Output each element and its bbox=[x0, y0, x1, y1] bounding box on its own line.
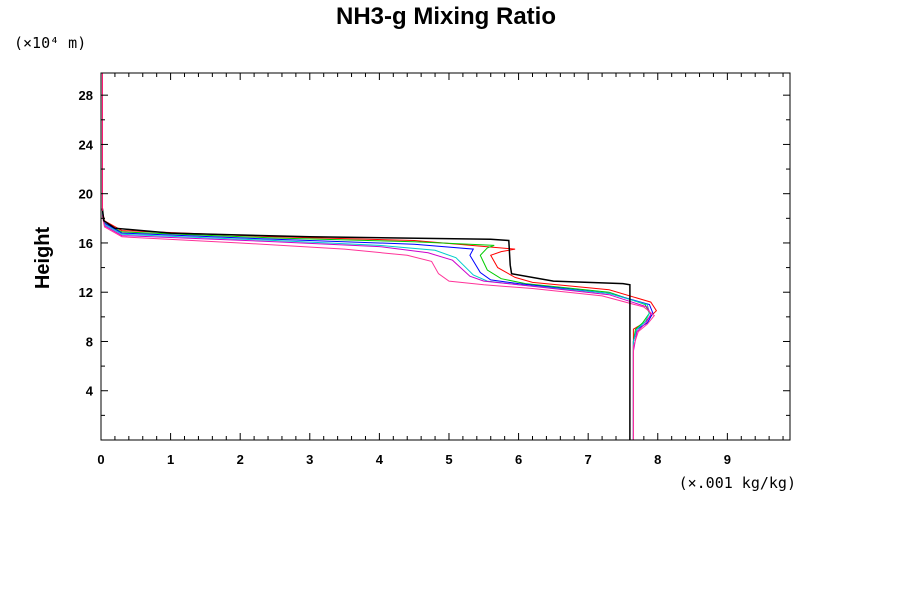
y-tick-label: 28 bbox=[79, 88, 93, 103]
series-line-4 bbox=[101, 213, 650, 440]
y-tick-label: 20 bbox=[79, 187, 93, 202]
y-tick-label: 4 bbox=[86, 384, 94, 399]
y-tick-label: 8 bbox=[86, 334, 93, 349]
series-line-5 bbox=[101, 214, 652, 440]
y-tick-label: 12 bbox=[79, 285, 93, 300]
x-tick-label: 4 bbox=[376, 452, 384, 467]
x-tick-label: 1 bbox=[167, 452, 174, 467]
chart-title: NH3-g Mixing Ratio bbox=[336, 3, 556, 30]
series-line-6 bbox=[101, 215, 656, 440]
x-axis-unit: (×.001 kg/kg) bbox=[679, 474, 796, 492]
y-axis-label: Height bbox=[32, 227, 54, 290]
y-tick-label: 16 bbox=[79, 236, 93, 251]
x-tick-label: 6 bbox=[515, 452, 522, 467]
plot-frame bbox=[100, 72, 791, 441]
x-tick-label: 0 bbox=[97, 452, 104, 467]
series-layer bbox=[101, 73, 658, 440]
series-line-2 bbox=[101, 212, 650, 440]
y-axis-unit: (×10⁴ m) bbox=[14, 34, 86, 52]
y-tick-label: 24 bbox=[79, 137, 94, 152]
x-tick-label: 5 bbox=[445, 452, 452, 467]
x-tick-label: 2 bbox=[237, 452, 244, 467]
x-tick-label: 3 bbox=[306, 452, 313, 467]
x-tick-label: 8 bbox=[654, 452, 661, 467]
x-tick-label: 9 bbox=[724, 452, 731, 467]
x-tick-label: 7 bbox=[585, 452, 592, 467]
series-line-7 bbox=[101, 208, 631, 440]
